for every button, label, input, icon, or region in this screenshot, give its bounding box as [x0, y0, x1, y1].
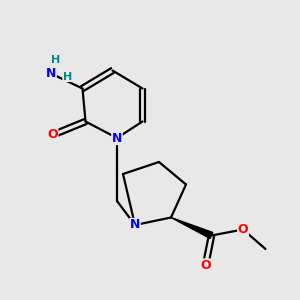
Text: O: O: [238, 223, 248, 236]
Text: N: N: [130, 218, 140, 232]
Polygon shape: [171, 218, 213, 239]
Text: O: O: [200, 259, 211, 272]
Text: N: N: [46, 67, 56, 80]
Text: N: N: [112, 131, 122, 145]
Text: H: H: [63, 71, 72, 82]
Text: H: H: [51, 55, 60, 65]
Text: O: O: [47, 128, 58, 142]
